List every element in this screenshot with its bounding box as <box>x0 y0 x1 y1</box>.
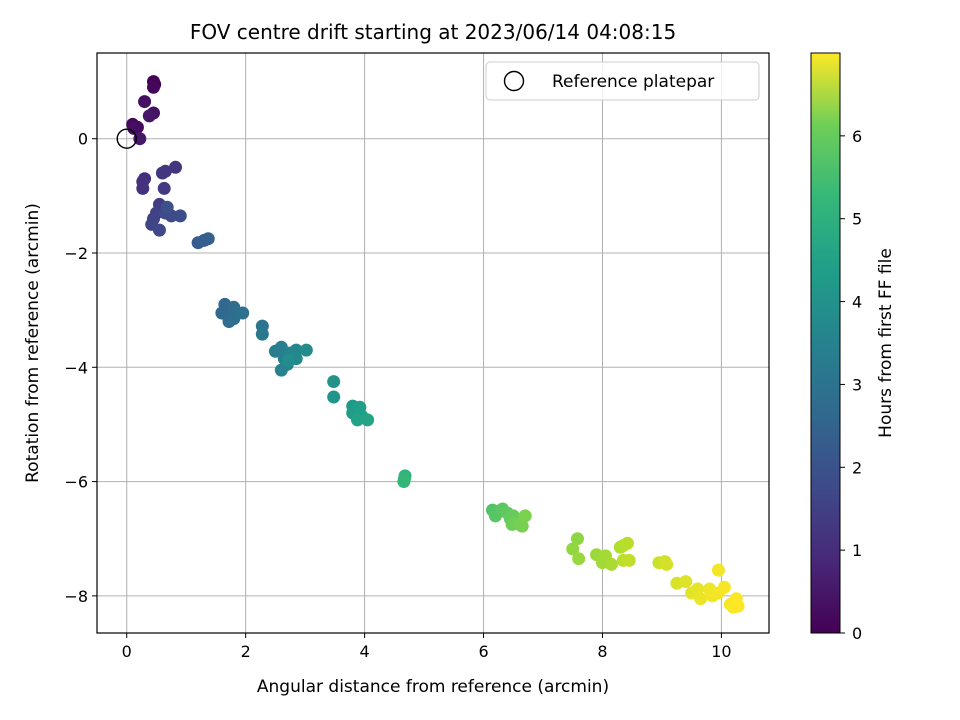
colorbar-gradient <box>810 52 841 634</box>
data-point <box>717 580 731 594</box>
data-point <box>350 413 364 427</box>
data-point <box>133 132 147 146</box>
x-tick-label: 8 <box>597 642 607 661</box>
data-point <box>236 306 250 320</box>
data-point <box>127 121 141 135</box>
legend: Reference platepar <box>485 61 760 101</box>
data-point <box>515 519 529 533</box>
y-tick-label: 0 <box>78 130 88 149</box>
colorbar-tick-label: 2 <box>852 458 862 477</box>
data-point <box>173 209 187 223</box>
colorbar-tick-label: 0 <box>852 624 862 643</box>
legend-label: Reference platepar <box>552 72 714 92</box>
data-point <box>155 166 169 180</box>
x-tick-label: 10 <box>711 642 731 661</box>
data-point <box>361 413 375 427</box>
data-point <box>711 563 725 577</box>
data-point <box>152 223 166 237</box>
data-point <box>518 509 532 523</box>
y-axis-label: Rotation from reference (arcmin) <box>23 203 43 483</box>
colorbar-ticks: 0 1 2 3 4 5 6 <box>840 127 862 643</box>
data-point <box>572 552 586 566</box>
data-point <box>679 575 693 589</box>
data-point <box>660 557 674 571</box>
colorbar-label: Hours from first FF file <box>876 248 896 438</box>
x-axis-label: Angular distance from reference (arcmin) <box>257 677 609 697</box>
data-point <box>694 592 708 606</box>
y-tick-label: −8 <box>64 587 88 606</box>
y-tick-label: −6 <box>64 473 88 492</box>
colorbar-tick-label: 1 <box>852 541 862 560</box>
data-point <box>397 475 411 489</box>
colorbar-tick-label: 3 <box>852 375 862 394</box>
x-axis-ticks: 0 2 4 6 8 10 <box>122 633 732 661</box>
x-tick-label: 2 <box>241 642 251 661</box>
data-point <box>255 327 269 341</box>
colorbar: 0 1 2 3 4 5 6 Hours from first FF file <box>810 52 896 643</box>
data-point <box>146 80 160 94</box>
data-point <box>620 536 634 550</box>
data-point <box>160 200 174 214</box>
y-tick-label: −4 <box>64 358 88 377</box>
reference-marker <box>116 128 137 149</box>
data-point <box>281 353 295 367</box>
data-point <box>731 599 745 613</box>
colorbar-tick-label: 5 <box>852 210 862 229</box>
y-axis-ticks: 0 −2 −4 −6 −8 <box>64 130 97 606</box>
data-point <box>604 557 618 571</box>
grid-lines <box>97 53 769 633</box>
data-point <box>142 109 156 123</box>
data-point <box>299 343 313 357</box>
scatter-points <box>126 75 745 614</box>
y-tick-label: −2 <box>64 244 88 263</box>
data-point <box>201 232 215 246</box>
data-point <box>566 542 580 556</box>
data-point <box>571 532 585 546</box>
colorbar-tick-label: 4 <box>852 293 862 312</box>
data-point <box>136 181 150 195</box>
chart-title: FOV centre drift starting at 2023/06/14 … <box>190 20 676 44</box>
data-point <box>168 160 182 174</box>
data-point <box>157 181 171 195</box>
x-tick-label: 4 <box>360 642 370 661</box>
data-point <box>327 390 341 404</box>
data-point <box>327 375 341 389</box>
data-point <box>622 553 636 567</box>
x-tick-label: 6 <box>478 642 488 661</box>
legend-marker-icon <box>503 70 525 92</box>
colorbar-tick-label: 6 <box>852 127 862 146</box>
x-tick-label: 0 <box>122 642 132 661</box>
plot-frame <box>96 52 770 634</box>
data-point <box>138 95 152 109</box>
legend-box <box>485 61 760 101</box>
reference-marker-group <box>116 128 137 149</box>
